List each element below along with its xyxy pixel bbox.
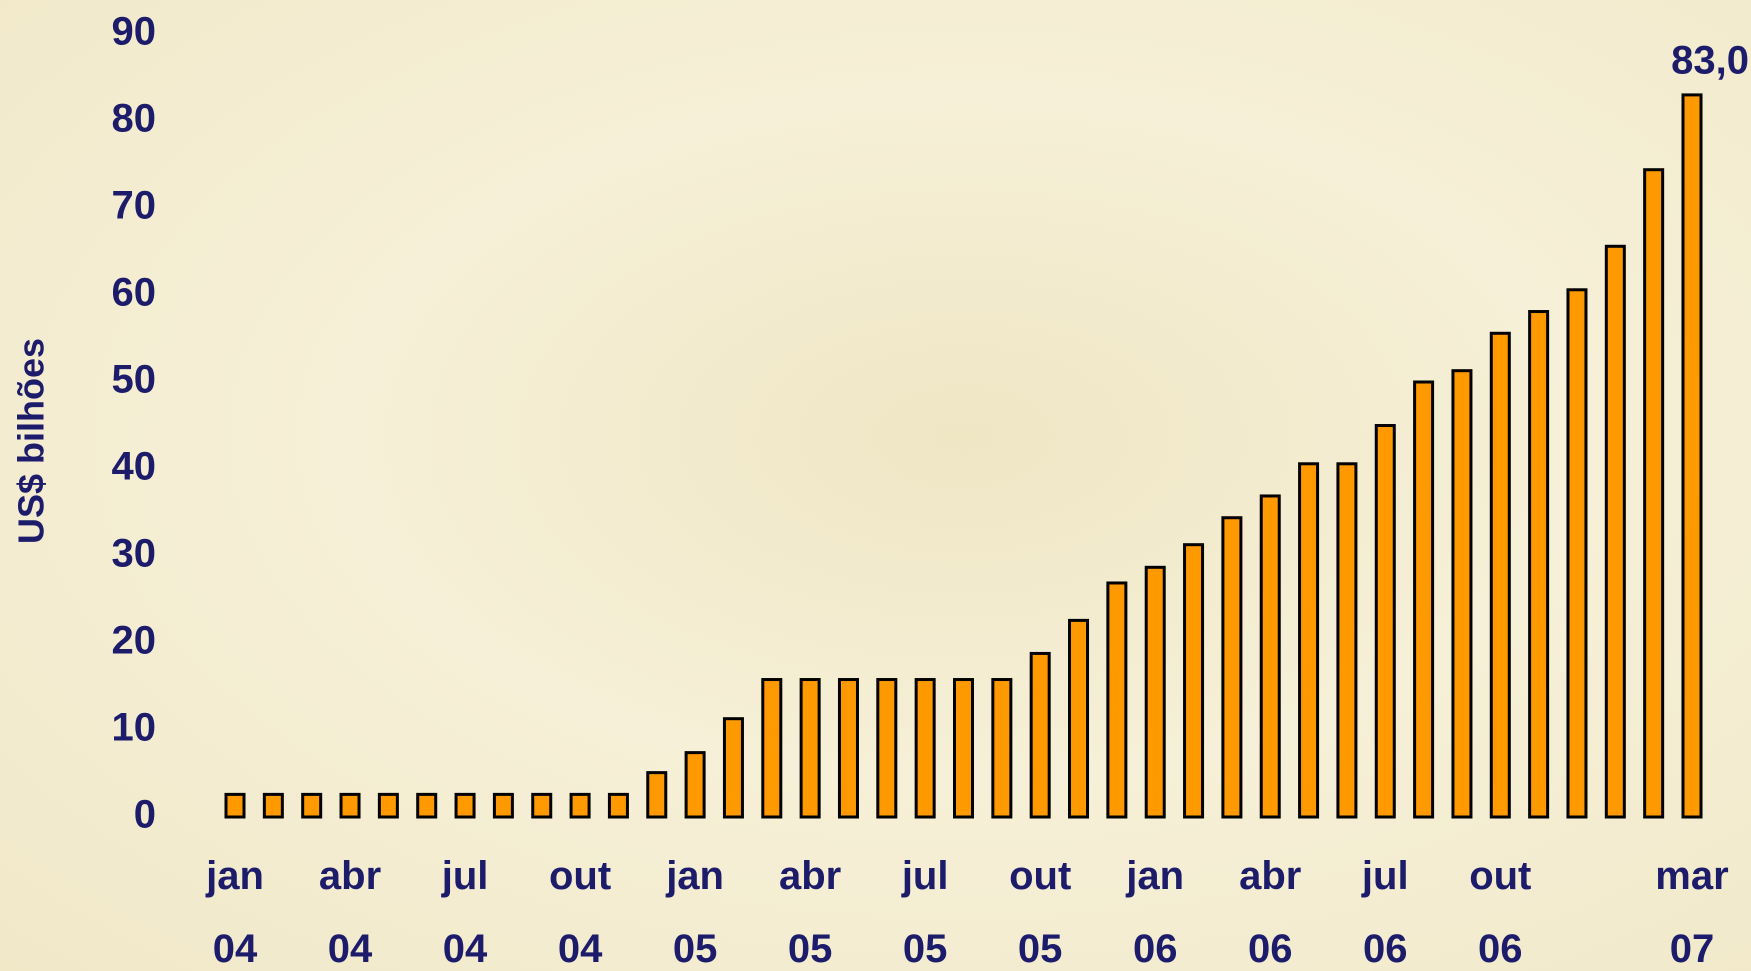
- y-tick-label: 80: [112, 97, 157, 141]
- bar: [1336, 462, 1358, 819]
- x-tick-label: abr 06: [1239, 854, 1302, 971]
- bar: [454, 792, 476, 819]
- bar: [876, 678, 898, 819]
- x-tick-label: jul 06: [1361, 854, 1409, 971]
- bar: [914, 678, 936, 819]
- y-tick-label: 40: [112, 445, 157, 489]
- y-axis-label: US$ bilhões: [11, 338, 52, 544]
- y-tick-label: 30: [112, 532, 157, 576]
- bar: [1144, 565, 1166, 819]
- y-tick-label: 90: [112, 10, 157, 54]
- bar: [1681, 93, 1703, 819]
- y-tick-label: 60: [112, 271, 157, 315]
- bar: [1489, 331, 1511, 819]
- x-tick-label: abr 04: [318, 854, 382, 971]
- bar: [301, 792, 323, 819]
- bar: [1643, 168, 1665, 819]
- x-tick-label: jan 04: [206, 854, 264, 971]
- bar: [761, 678, 783, 819]
- bar: [531, 792, 553, 819]
- bar: [377, 792, 399, 819]
- x-tick-label: jul 05: [901, 854, 949, 971]
- x-tick-label: mar 07: [1655, 854, 1729, 971]
- y-tick-label: 50: [112, 358, 157, 402]
- bar: [1259, 494, 1281, 819]
- x-tick-label: jan 06: [1126, 854, 1185, 971]
- x-tick-label: out 06: [1469, 854, 1532, 971]
- bar: [339, 792, 361, 819]
- bar: [799, 678, 821, 819]
- y-tick-label: 10: [112, 706, 157, 750]
- bar: [224, 792, 246, 819]
- bar: [722, 717, 744, 819]
- bar: [1451, 369, 1473, 819]
- bar: [1106, 581, 1128, 819]
- bar: [569, 792, 591, 819]
- bar: [492, 792, 514, 819]
- x-tick-label: out 05: [1009, 854, 1072, 971]
- bar: [1029, 651, 1051, 819]
- bar: [1068, 618, 1090, 819]
- bar: [1604, 244, 1626, 819]
- bar: [1566, 288, 1588, 819]
- x-tick-label: jul 04: [441, 854, 489, 971]
- y-tick-label: 0: [134, 793, 156, 837]
- x-tick-label: abr 05: [779, 854, 842, 971]
- x-tick-label: jan 05: [666, 854, 724, 971]
- bar: [1183, 543, 1205, 819]
- bar: [991, 678, 1013, 819]
- bar: [1221, 516, 1243, 819]
- bar: [646, 771, 668, 819]
- bar: [1528, 310, 1550, 819]
- bar: [684, 751, 706, 819]
- bar: [1374, 424, 1396, 819]
- value-label: 83,0: [1671, 38, 1749, 82]
- y-tick-label: 70: [112, 184, 157, 228]
- x-tick-label: out 04: [548, 854, 612, 971]
- y-tick-label: 20: [112, 619, 157, 663]
- bar: [1413, 380, 1435, 819]
- bar: [1298, 462, 1320, 819]
- bar: [953, 678, 974, 819]
- bar: [416, 792, 438, 819]
- bar: [837, 678, 859, 819]
- bar: [262, 792, 284, 819]
- bar: [607, 792, 629, 819]
